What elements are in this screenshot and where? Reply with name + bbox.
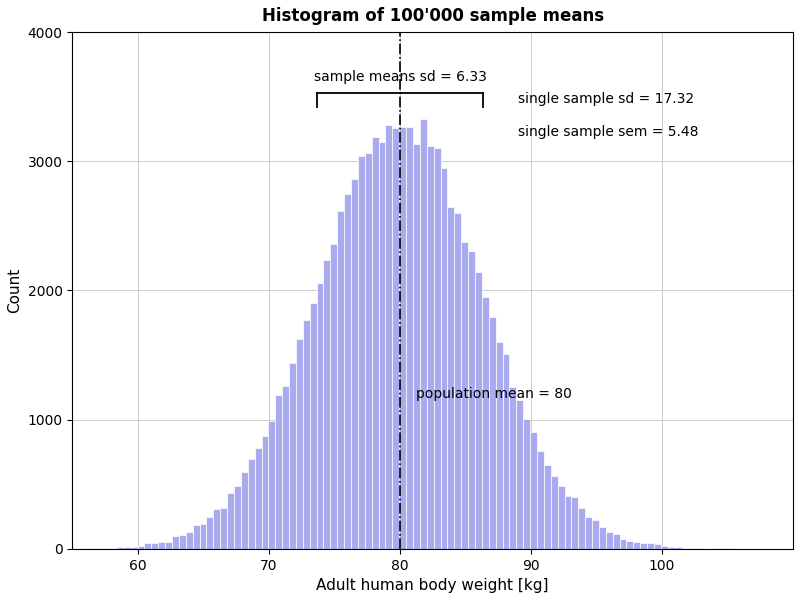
Bar	[248, 459, 254, 549]
Y-axis label: Count: Count	[7, 268, 22, 313]
Bar	[571, 497, 578, 549]
Bar	[206, 517, 214, 549]
Title: Histogram of 100'000 sample means: Histogram of 100'000 sample means	[262, 7, 604, 25]
Bar	[558, 486, 565, 549]
Text: sample means sd = 6.33: sample means sd = 6.33	[314, 70, 486, 84]
X-axis label: Adult human body weight [kg]: Adult human body weight [kg]	[317, 578, 549, 593]
Bar	[634, 542, 640, 549]
Bar	[674, 547, 682, 549]
Bar	[220, 508, 227, 549]
Bar	[323, 260, 330, 549]
Bar	[640, 544, 647, 549]
Bar	[613, 534, 619, 549]
Bar	[537, 451, 544, 549]
Bar	[689, 548, 695, 549]
Bar	[372, 137, 378, 549]
Bar	[516, 400, 523, 549]
Bar	[330, 244, 338, 549]
Bar	[289, 362, 296, 549]
Bar	[399, 127, 406, 549]
Bar	[145, 544, 151, 549]
Bar	[510, 387, 516, 549]
Bar	[310, 302, 317, 549]
Bar	[365, 153, 372, 549]
Bar	[578, 508, 585, 549]
Bar	[606, 532, 613, 549]
Bar	[619, 539, 626, 549]
Bar	[358, 156, 365, 549]
Bar	[378, 142, 386, 549]
Text: population mean = 80: population mean = 80	[416, 387, 571, 401]
Bar	[647, 544, 654, 549]
Bar	[482, 297, 489, 549]
Bar	[254, 448, 262, 549]
Bar	[338, 211, 344, 549]
Bar	[82, 548, 90, 549]
Bar	[282, 386, 289, 549]
Bar	[262, 436, 268, 549]
Bar	[124, 547, 130, 549]
Bar	[317, 283, 323, 549]
Bar	[668, 547, 674, 549]
Bar	[138, 545, 145, 549]
Bar	[110, 548, 117, 549]
Bar	[392, 128, 399, 549]
Bar	[592, 520, 599, 549]
Text: single sample sd = 17.32: single sample sd = 17.32	[518, 92, 694, 106]
Bar	[585, 517, 592, 549]
Bar	[227, 493, 234, 549]
Bar	[523, 419, 530, 549]
Bar	[441, 167, 447, 549]
Bar	[296, 338, 303, 549]
Bar	[186, 532, 193, 549]
Bar	[151, 543, 158, 549]
Bar	[530, 433, 537, 549]
Bar	[599, 527, 606, 549]
Bar	[468, 251, 475, 549]
Bar	[420, 119, 426, 549]
Bar	[344, 194, 351, 549]
Bar	[413, 143, 420, 549]
Bar	[475, 272, 482, 549]
Bar	[103, 548, 110, 549]
Bar	[496, 342, 502, 549]
Bar	[426, 146, 434, 549]
Bar	[165, 542, 172, 549]
Bar	[502, 354, 510, 549]
Bar	[214, 509, 220, 549]
Bar	[158, 542, 165, 549]
Bar	[544, 465, 550, 549]
Bar	[179, 535, 186, 549]
Bar	[275, 395, 282, 549]
Bar	[550, 476, 558, 549]
Bar	[682, 548, 689, 549]
Bar	[234, 486, 241, 549]
Bar	[193, 525, 199, 549]
Bar	[654, 544, 661, 549]
Bar	[462, 242, 468, 549]
Bar	[117, 547, 124, 549]
Bar	[454, 213, 462, 549]
Bar	[268, 421, 275, 549]
Bar	[172, 536, 179, 549]
Bar	[241, 472, 248, 549]
Bar	[199, 524, 206, 549]
Bar	[386, 125, 392, 549]
Bar	[489, 317, 496, 549]
Bar	[303, 320, 310, 549]
Bar	[626, 541, 634, 549]
Bar	[565, 496, 571, 549]
Bar	[661, 547, 668, 549]
Bar	[351, 179, 358, 549]
Bar	[406, 127, 413, 549]
Bar	[434, 148, 441, 549]
Bar	[130, 547, 138, 549]
Bar	[447, 208, 454, 549]
Text: single sample sem = 5.48: single sample sem = 5.48	[518, 125, 698, 139]
